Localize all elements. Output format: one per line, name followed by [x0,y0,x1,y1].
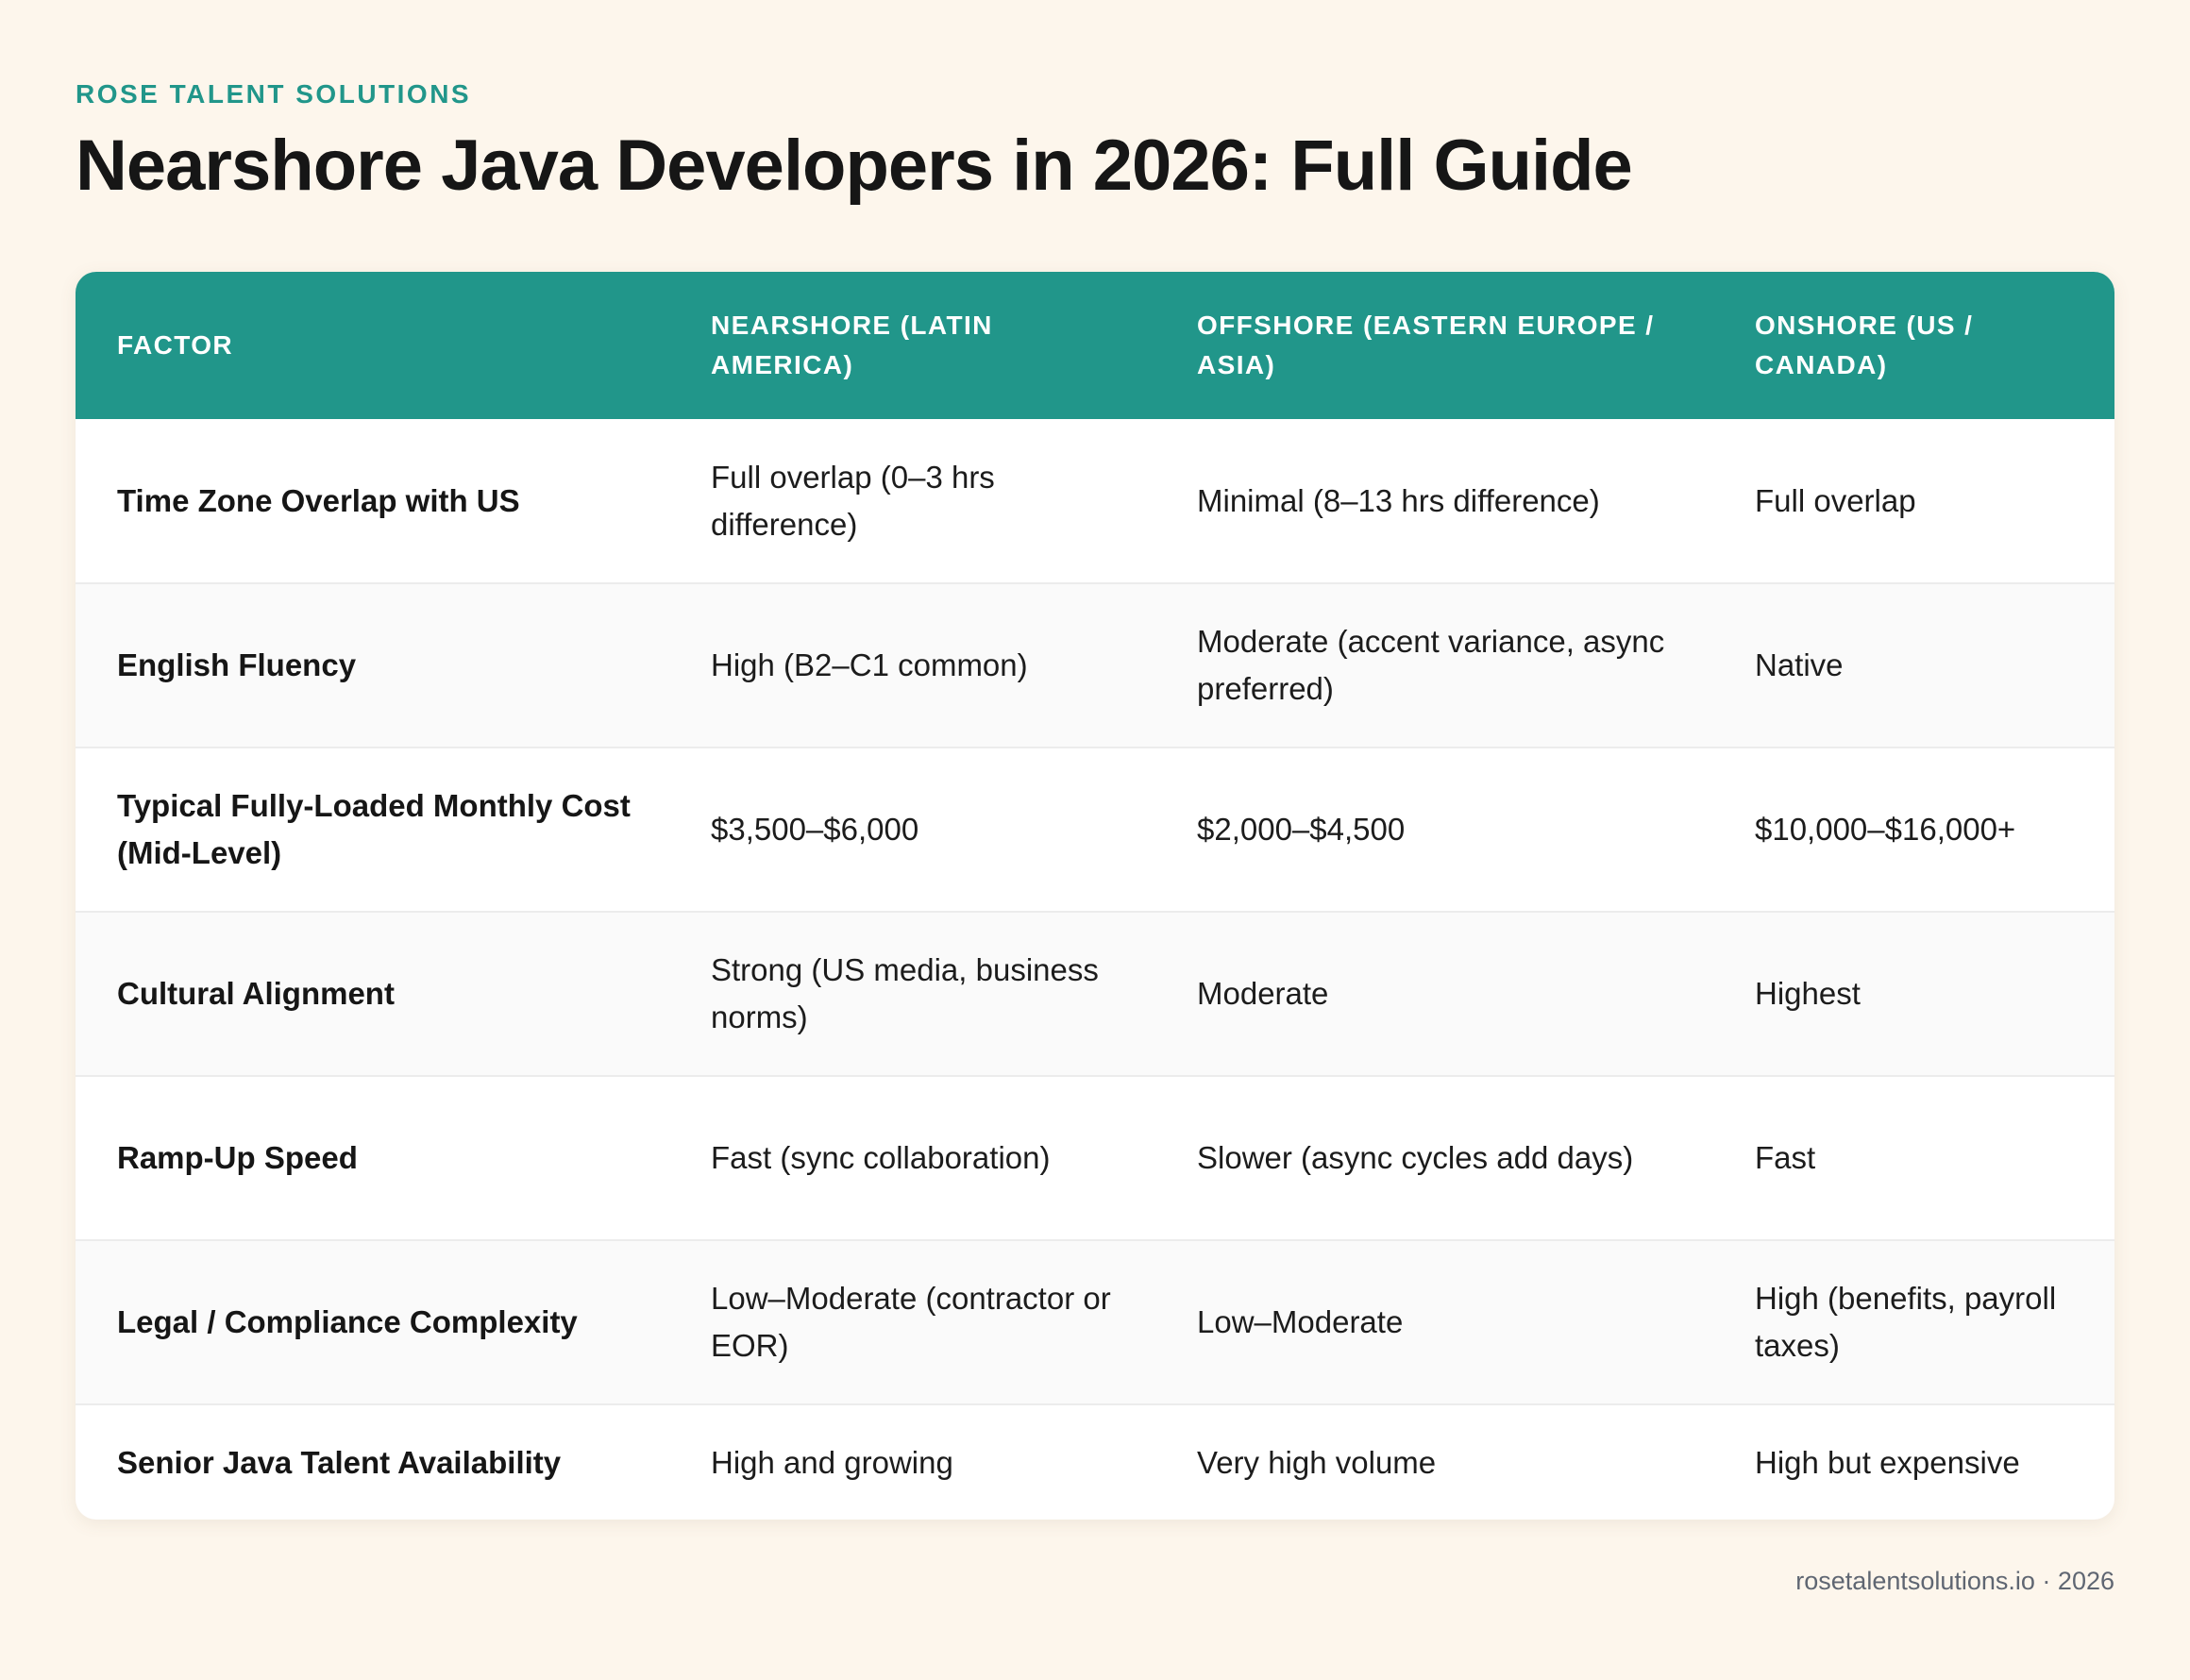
factor-cell: Ramp-Up Speed [117,1140,358,1175]
offshore-cell: $2,000–$4,500 [1197,812,1406,847]
column-header-factor: FACTOR [117,330,233,360]
table-row: Typical Fully-Loaded Monthly Cost (Mid-L… [76,748,2114,912]
nearshore-cell: Low–Moderate (contractor or EOR) [711,1281,1111,1363]
table-row: Legal / Compliance Complexity Low–Modera… [76,1240,2114,1404]
onshore-cell: High (benefits, payroll taxes) [1755,1281,2057,1363]
nearshore-cell: $3,500–$6,000 [711,812,919,847]
table-row: Cultural Alignment Strong (US media, bus… [76,912,2114,1076]
factor-cell: Time Zone Overlap with US [117,482,520,518]
factor-cell: English Fluency [117,647,357,682]
onshore-cell: Highest [1755,976,1861,1011]
table-header: FACTOR NEARSHORE (LATIN AMERICA) OFFSHOR… [76,272,2114,419]
onshore-cell: Fast [1755,1140,1816,1175]
comparison-table: FACTOR NEARSHORE (LATIN AMERICA) OFFSHOR… [76,272,2114,1520]
nearshore-cell: Strong (US media, business norms) [711,952,1099,1034]
table-row: Ramp-Up Speed Fast (sync collaboration) … [76,1076,2114,1240]
offshore-cell: Minimal (8–13 hrs difference) [1197,482,1600,518]
column-header-offshore: OFFSHORE (EASTERN EUROPE / ASIA) [1197,311,1655,379]
onshore-cell: Full overlap [1755,482,1916,518]
nearshore-cell: Full overlap (0–3 hrs difference) [711,459,995,542]
table-row: Senior Java Talent Availability High and… [76,1404,2114,1520]
nearshore-cell: High and growing [711,1444,953,1480]
column-header-onshore: ONSHORE (US / CANADA) [1755,311,1974,379]
offshore-cell: Very high volume [1197,1444,1437,1480]
nearshore-cell: Fast (sync collaboration) [711,1140,1051,1175]
footer-credit: rosetalentsolutions.io · 2026 [1795,1567,2114,1595]
onshore-cell: Native [1755,647,1844,682]
factor-cell: Senior Java Talent Availability [117,1444,562,1480]
factor-cell: Legal / Compliance Complexity [117,1304,578,1339]
offshore-cell: Moderate (accent variance, async preferr… [1197,624,1665,706]
offshore-cell: Slower (async cycles add days) [1197,1140,1634,1175]
table-body: Time Zone Overlap with US Full overlap (… [76,419,2114,1520]
onshore-cell: $10,000–$16,000+ [1755,812,2016,847]
factor-cell: Cultural Alignment [117,976,395,1011]
table-row: Time Zone Overlap with US Full overlap (… [76,419,2114,583]
table-row: English Fluency High (B2–C1 common) Mode… [76,583,2114,748]
column-header-nearshore: NEARSHORE (LATIN AMERICA) [711,311,993,379]
nearshore-cell: High (B2–C1 common) [711,647,1028,682]
brand-label: ROSE TALENT SOLUTIONS [76,79,472,109]
offshore-cell: Moderate [1197,976,1329,1011]
factor-cell: Typical Fully-Loaded Monthly Cost (Mid-L… [117,788,631,870]
onshore-cell: High but expensive [1755,1444,2020,1480]
table-header-row: FACTOR NEARSHORE (LATIN AMERICA) OFFSHOR… [76,272,2114,419]
offshore-cell: Low–Moderate [1197,1304,1404,1339]
comparison-table-card: FACTOR NEARSHORE (LATIN AMERICA) OFFSHOR… [76,272,2114,1520]
page-title: Nearshore Java Developers in 2026: Full … [76,126,1633,206]
